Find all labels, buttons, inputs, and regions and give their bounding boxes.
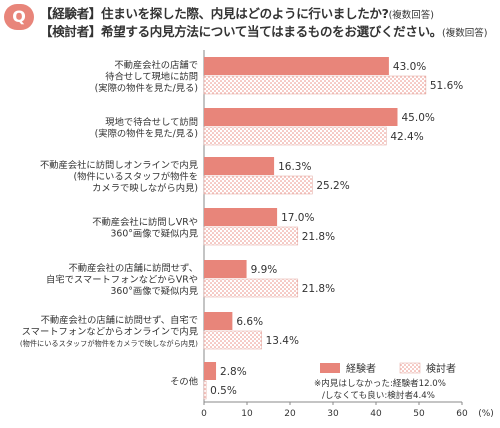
data-label-considering: 42.4% [390, 131, 423, 143]
question-line-2-text: 【検討者】希望する内見方法について当てはまるものをお選びください。 [40, 24, 442, 39]
category-label: 待合せして現地に訪問 [105, 71, 198, 83]
x-tick-label: 20 [284, 409, 296, 419]
category-label: 360°画像で疑似内見 [111, 285, 198, 297]
x-tick-label: 10 [241, 409, 253, 419]
bar-considering [203, 380, 207, 400]
category-label: (実際の物件を見た/見る) [95, 127, 198, 139]
category-label: 不動産会社に訪問しVRや [92, 216, 198, 228]
data-label-considering: 51.6% [430, 80, 463, 92]
category-label: 不動産会社に訪問しオンラインで内見 [40, 159, 198, 171]
bar-considering [203, 175, 313, 195]
bar-considering [203, 226, 299, 246]
x-tick-label: 0 [201, 409, 207, 419]
category-label: 不動産会社の店舗に訪問せず、 [68, 262, 198, 274]
data-label-experienced: 6.6% [236, 316, 263, 328]
bar-experienced [204, 312, 233, 330]
x-tick-label: 50 [413, 409, 425, 419]
question-line-2: 【検討者】希望する内見方法について当てはまるものをお選びください。(複数回答) [40, 21, 487, 40]
category-label: 自宅でスマートフォンなどからVRや [46, 274, 198, 286]
question-line-1: 【経験者】住まいを探した際、内見はどのように行いましたか?(複数回答) [40, 3, 434, 22]
question-badge: Q [4, 4, 34, 30]
data-label-experienced: 16.3% [278, 161, 311, 173]
bar-considering [203, 126, 387, 146]
bar-experienced [204, 108, 398, 126]
bar-experienced [204, 157, 275, 175]
footnote-line-2: /しなくても良い:検討者4.4% [322, 389, 435, 401]
bar-considering [203, 330, 262, 350]
data-label-considering: 21.8% [302, 283, 335, 295]
x-axis-unit: (%) [478, 409, 494, 419]
category-label: 現地で待合せして訪問 [105, 116, 198, 128]
data-label-experienced: 43.0% [393, 61, 426, 73]
bar-experienced [204, 260, 247, 278]
legend-label-experienced: 経験者 [346, 362, 376, 375]
footnote-line-1: ※内見はしなかった:経験者12.0% [314, 377, 446, 389]
data-label-experienced: 45.0% [402, 112, 435, 124]
data-label-considering: 25.2% [316, 180, 349, 192]
data-label-experienced: 9.9% [251, 264, 278, 276]
question-line-2-note: (複数回答) [441, 28, 488, 39]
data-label-experienced: 17.0% [281, 212, 314, 224]
category-label: (物件にいるスタッフが物件をカメラで映しながら内見) [20, 339, 198, 348]
data-label-considering: 21.8% [302, 231, 335, 243]
bar-considering [203, 75, 427, 95]
legend-swatch-considering [399, 362, 421, 374]
legend-label-considering: 検討者 [426, 362, 456, 375]
data-label-considering: 13.4% [266, 335, 299, 347]
x-tick-label: 30 [327, 409, 339, 419]
category-label: その他 [170, 376, 198, 388]
data-label-experienced: 2.8% [220, 366, 247, 378]
category-label: 360°画像で疑似内見 [111, 227, 198, 239]
data-label-considering: 0.5% [210, 385, 237, 397]
legend-swatch-experienced [320, 363, 340, 373]
bar-experienced [204, 362, 217, 380]
category-label: カメラで映しながら内見) [92, 182, 198, 194]
bar-experienced [204, 57, 389, 75]
question-line-1-note: (複数回答) [388, 10, 434, 21]
category-label: 不動産会社の店舗に訪問せず、自宅で [41, 314, 198, 326]
category-label: (物件にいるスタッフが物件を [74, 171, 199, 183]
category-label: スマートフォンなどからオンラインで内見 [22, 326, 198, 338]
category-label: (実際の物件を見た/見る) [95, 82, 198, 94]
x-tick-label: 40 [370, 409, 382, 419]
bar-experienced [204, 208, 278, 226]
bar-considering [203, 278, 299, 298]
category-label: 不動産会社の店舗で [114, 59, 198, 71]
x-tick-label: 60 [456, 409, 468, 419]
question-line-1-text: 【経験者】住まいを探した際、内見はどのように行いましたか? [40, 6, 389, 21]
